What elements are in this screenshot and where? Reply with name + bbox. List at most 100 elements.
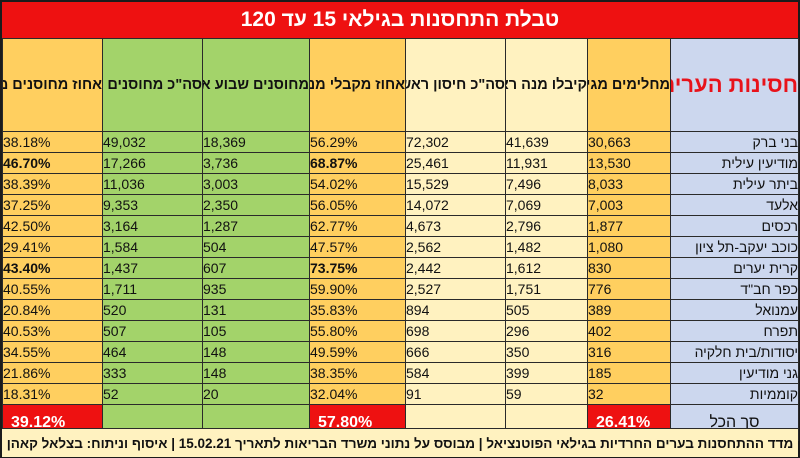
city-cell: מודיעין עילית [670,152,799,174]
header-pct-second: אחוז מחוסנים מנה שניה ומחלימים [2,38,103,132]
recovered-cell: 1,080 [587,236,671,258]
pct-first-cell: 59.90% [309,278,406,300]
pct-second-cell: 38.18% [2,131,103,153]
recovered-cell: 776 [587,278,671,300]
pct-first-cell: 49.59% [309,341,406,363]
recovered-cell: 13,530 [587,152,671,174]
total-second-cell: 1,584 [102,236,203,258]
table-row: תפרח 402 296 698 55.80% 105 507 40.53% [2,320,799,342]
table-row: בני ברק 30,663 41,639 72,302 56.29% 18,3… [2,131,799,153]
table-row: אלעד 7,003 7,069 14,072 56.05% 2,350 9,3… [2,194,799,216]
pct-second-cell: 40.53% [2,320,103,342]
pct-first-cell: 56.05% [309,194,406,216]
recovered-cell: 402 [587,320,671,342]
total-first-cell: 15,529 [405,173,506,195]
total-second-cell: 49,032 [102,131,203,153]
total-first-cell: 698 [405,320,506,342]
total-first-cell: 91 [405,383,506,405]
total-second-cell: 333 [102,362,203,384]
second-week-cell: 105 [202,320,310,342]
city-cell: עמנואל [670,299,799,321]
header-total-first-recovered: סה"כ חיסון ראשון + מחלימים [405,38,506,132]
pct-first-cell: 55.80% [309,320,406,342]
total-first-cell: 666 [405,341,506,363]
second-week-cell: 1,287 [202,215,310,237]
city-cell: גני מודיעין [670,362,799,384]
pct-first-cell: 47.57% [309,236,406,258]
pct-second-cell: 46.70% [2,152,103,174]
total-first-cell: 14,072 [405,194,506,216]
second-week-cell: 20 [202,383,310,405]
total-second-cell: 17,266 [102,152,203,174]
table-row: כוכב יעקב-תל ציון 1,080 1,482 2,562 47.5… [2,236,799,258]
city-cell: קרית יערים [670,257,799,279]
first-dose-cell: 505 [505,299,588,321]
total-first-cell: 72,302 [405,131,506,153]
pct-first-cell: 35.83% [309,299,406,321]
pct-second-cell: 29.41% [2,236,103,258]
city-cell: תפרח [670,320,799,342]
total-first-cell: 4,673 [405,215,506,237]
vaccination-table: חסינות הערים חרדיות מחלימים מגיל 15 ומעל… [2,38,799,441]
table-row: קוממיות 32 59 91 32.04% 20 52 18.31% [2,383,799,405]
first-dose-cell: 399 [505,362,588,384]
second-week-cell: 3,736 [202,152,310,174]
pct-first-cell: 54.02% [309,173,406,195]
first-dose-cell: 2,796 [505,215,588,237]
second-week-cell: 148 [202,362,310,384]
recovered-cell: 316 [587,341,671,363]
total-first-cell: 894 [405,299,506,321]
total-second-cell: 9,353 [102,194,203,216]
table-row: ביתר עילית 8,033 7,496 15,529 54.02% 3,0… [2,173,799,195]
recovered-cell: 7,003 [587,194,671,216]
city-cell: יסודות/בית חלקיה [670,341,799,363]
pct-first-cell: 62.77% [309,215,406,237]
first-dose-cell: 1,612 [505,257,588,279]
table-row: עמנואל 389 505 894 35.83% 131 520 20.84% [2,299,799,321]
pct-second-cell: 42.50% [2,215,103,237]
header-recovered: מחלימים מגיל 15 ומעלה [587,38,671,132]
first-dose-cell: 1,751 [505,278,588,300]
recovered-cell: 389 [587,299,671,321]
city-cell: אלעד [670,194,799,216]
pct-second-cell: 18.31% [2,383,103,405]
recovered-cell: 32 [587,383,671,405]
table-row: כפר חב"ד 776 1,751 2,527 59.90% 935 1,71… [2,278,799,300]
second-week-cell: 607 [202,257,310,279]
total-second-cell: 507 [102,320,203,342]
pct-first-cell: 32.04% [309,383,406,405]
pct-second-cell: 34.55% [2,341,103,363]
recovered-cell: 8,033 [587,173,671,195]
pct-first-cell: 68.87% [309,152,406,174]
pct-second-cell: 20.84% [2,299,103,321]
total-first-cell: 2,527 [405,278,506,300]
city-cell: קוממיות [670,383,799,405]
second-week-cell: 935 [202,278,310,300]
table-body: בני ברק 30,663 41,639 72,302 56.29% 18,3… [2,131,799,441]
total-second-cell: 11,036 [102,173,203,195]
city-cell: כוכב יעקב-תל ציון [670,236,799,258]
total-first-cell: 2,442 [405,257,506,279]
first-dose-cell: 41,639 [505,131,588,153]
header-row: חסינות הערים חרדיות מחלימים מגיל 15 ומעל… [2,38,799,132]
table-row: קרית יערים 830 1,612 2,442 73.75% 607 1,… [2,257,799,279]
city-cell: בני ברק [670,131,799,153]
city-cell: כפר חב"ד [670,278,799,300]
recovered-cell: 1,877 [587,215,671,237]
recovered-cell: 30,663 [587,131,671,153]
header-total-second-recovered: סה"כ מחוסנים שבוע אחרי מנה שניה + מחלימי… [102,38,203,132]
table-row: מודיעין עילית 13,530 11,931 25,461 68.87… [2,152,799,174]
second-week-cell: 3,003 [202,173,310,195]
header-second-week: מחוסנים שבוע אחרי מנה שניה [202,38,310,132]
total-second-cell: 3,164 [102,215,203,237]
pct-second-cell: 40.55% [2,278,103,300]
table-row: יסודות/בית חלקיה 316 350 666 49.59% 148 … [2,341,799,363]
total-second-cell: 52 [102,383,203,405]
total-first-cell: 2,562 [405,236,506,258]
pct-second-cell: 21.86% [2,362,103,384]
second-week-cell: 2,350 [202,194,310,216]
first-dose-cell: 350 [505,341,588,363]
city-cell: ביתר עילית [670,173,799,195]
pct-first-cell: 38.35% [309,362,406,384]
recovered-cell: 185 [587,362,671,384]
